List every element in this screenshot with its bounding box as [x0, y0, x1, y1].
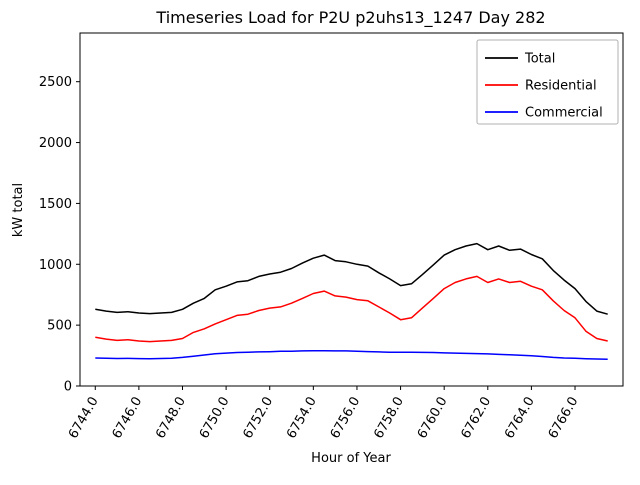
- x-tick-label: 6754.0: [284, 395, 320, 442]
- series-line-total: [95, 242, 608, 315]
- y-tick-label: 2000: [39, 136, 72, 151]
- x-tick-label: 6766.0: [546, 395, 582, 442]
- y-tick-label: 0: [64, 380, 72, 395]
- x-tick-label: 6762.0: [459, 395, 495, 442]
- legend-box: [476, 39, 619, 125]
- series-line-residential: [95, 275, 608, 343]
- x-tick-label: 6750.0: [197, 395, 233, 442]
- legend-label-commercial: Commercial: [525, 106, 603, 121]
- x-tick-label: 6764.0: [502, 395, 538, 442]
- y-axis-label: kW total: [11, 183, 26, 237]
- x-tick-label: 6760.0: [415, 395, 451, 442]
- y-tick-label: 1000: [39, 258, 72, 273]
- series-line-commercial: [95, 349, 608, 360]
- plot-frame: [79, 32, 624, 387]
- y-tick-label: 2500: [39, 75, 72, 90]
- x-tick-label: 6752.0: [240, 395, 276, 442]
- legend-label-residential: Residential: [525, 79, 597, 94]
- x-tick-label: 6748.0: [153, 395, 189, 442]
- x-tick-label: 6758.0: [371, 395, 407, 442]
- chart-title: Timeseries Load for P2U p2uhs13_1247 Day…: [155, 8, 545, 28]
- legend: Total Residential Commercial: [476, 39, 619, 125]
- x-tick-label: 6756.0: [328, 395, 364, 442]
- x-tick-label: 6746.0: [110, 395, 146, 442]
- x-tick-label: 6744.0: [66, 395, 102, 442]
- x-axis-label: Hour of Year: [311, 451, 391, 466]
- y-tick-label: 1500: [39, 197, 72, 212]
- series-group: [95, 242, 608, 360]
- y-tick-label: 500: [47, 319, 72, 334]
- legend-label-total: Total: [524, 52, 555, 67]
